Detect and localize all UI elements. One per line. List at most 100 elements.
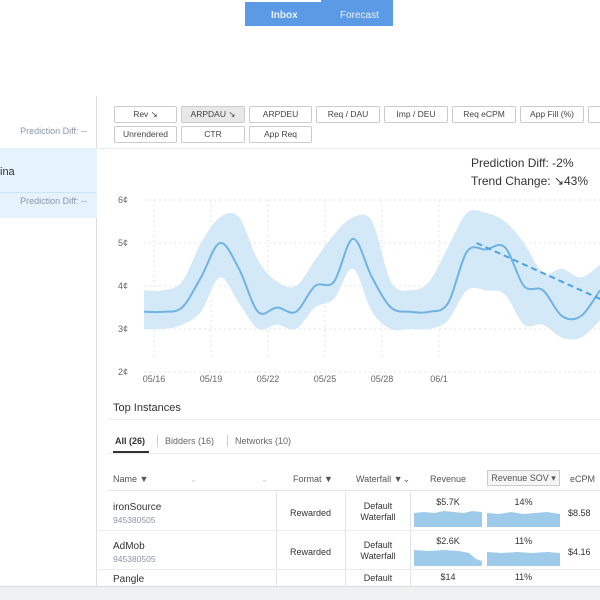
inbox-tab-indicator <box>245 0 321 2</box>
revenue-sparkline <box>414 550 482 566</box>
instance-revenue: $5.7K <box>436 497 460 507</box>
metric-app-fill-button[interactable]: App Fill (%) <box>520 106 584 123</box>
tab-bidders[interactable]: Bidders (16) <box>165 436 215 446</box>
instance-waterfall: Default Waterfall <box>352 501 404 523</box>
instance-id: 945380505 <box>113 554 156 564</box>
x-axis: 05/16 05/19 05/22 05/25 05/28 06/1 <box>143 374 448 384</box>
column-ecpm[interactable]: eCPM <box>570 474 596 484</box>
main-panel: Rev ↘ ARPDAU ↘ ARPDEU Req / DAU Imp / DE… <box>98 96 600 586</box>
prediction-diff-label: Prediction Diff: -- <box>20 126 87 136</box>
column-waterfall[interactable]: Waterfall ▼⌄ <box>356 474 411 484</box>
top-nav: Inbox Forecast <box>245 0 393 26</box>
y-tick-label: 2¢ <box>118 367 128 377</box>
divider <box>276 571 277 586</box>
divider <box>276 532 277 570</box>
metric-ctr-button[interactable]: CTR <box>181 126 245 143</box>
metric-imp-deu-button[interactable]: Imp / DEU <box>384 106 448 123</box>
divider <box>410 571 411 586</box>
selected-app-name: ina <box>0 166 15 178</box>
divider <box>98 148 600 149</box>
metric-more-button[interactable] <box>588 106 600 123</box>
revenue-sov-sparkline <box>487 512 560 527</box>
x-tick-label: 05/28 <box>371 374 394 384</box>
column-format[interactable]: Format ▼ <box>293 474 333 484</box>
divider <box>345 532 346 570</box>
table-row[interactable]: Pangle Default $14 11% <box>98 571 600 586</box>
x-tick-label: 05/16 <box>143 374 166 384</box>
divider <box>227 435 228 447</box>
metric-req-dau-button[interactable]: Req / DAU <box>316 106 380 123</box>
arpdau-chart: 6¢ 5¢ 4¢ 3¢ 2¢ 05/16 05/19 05/22 05/25 05/28 06/1 <box>118 195 600 384</box>
instance-ecpm: $8.58 <box>568 508 591 518</box>
x-tick-label: 06/1 <box>430 374 448 384</box>
tab-inbox[interactable]: Inbox <box>271 10 298 21</box>
x-tick-label: 05/19 <box>200 374 223 384</box>
table-row[interactable]: ironSource 945380505 Rewarded Default Wat… <box>98 493 600 531</box>
y-tick-label: 5¢ <box>118 238 128 248</box>
tab-forecast[interactable]: Forecast <box>340 10 379 21</box>
waterfall-line-1: Default <box>363 540 393 550</box>
prediction-diff-summary: Prediction Diff: -2% <box>471 156 574 170</box>
divider <box>345 493 346 531</box>
divider <box>108 490 600 491</box>
bottom-bar <box>0 586 600 600</box>
instance-revenue-sov: 11% <box>514 572 533 582</box>
column-revenue[interactable]: Revenue <box>430 474 467 484</box>
trend-line <box>476 242 600 300</box>
instance-name: Pangle <box>113 574 145 585</box>
revenue-sov-sparkline <box>487 552 560 566</box>
instance-name: ironSource <box>113 502 162 513</box>
chevron-down-icon[interactable]: ⌄ <box>261 474 269 484</box>
revenue-sparkline <box>414 511 482 527</box>
prediction-diff-label: Prediction Diff: -- <box>20 196 87 206</box>
instance-ecpm: $4.16 <box>568 547 591 557</box>
instance-waterfall: Default Waterfall <box>352 540 404 562</box>
y-tick-label: 4¢ <box>118 281 128 291</box>
instance-waterfall: Default <box>352 573 404 584</box>
top-instances-title: Top Instances <box>113 402 181 414</box>
x-tick-label: 05/25 <box>314 374 337 384</box>
instance-revenue-sov: 14% <box>514 497 533 507</box>
divider <box>108 453 600 454</box>
tab-networks[interactable]: Networks (10) <box>235 436 292 446</box>
instance-revenue: $2.6K <box>436 536 460 546</box>
arpdau-series-line <box>143 237 600 321</box>
tab-all-indicator <box>113 451 149 453</box>
y-tick-label: 3¢ <box>118 324 128 334</box>
instance-id: 945380505 <box>113 515 156 525</box>
chevron-down-icon[interactable]: ⌄ <box>190 474 198 484</box>
divider <box>276 493 277 531</box>
instance-format: Rewarded <box>289 547 332 557</box>
divider <box>345 571 346 586</box>
divider <box>157 435 158 447</box>
instance-name: AdMob <box>113 541 145 552</box>
instance-revenue-sov: 11% <box>514 536 533 546</box>
trend-change-summary: Trend Change: ↘43% <box>471 174 589 188</box>
divider <box>108 419 600 420</box>
metric-unrendered-button[interactable]: Unrendered <box>114 126 177 143</box>
tab-all[interactable]: All (26) <box>115 436 146 446</box>
metric-req-ecpm-button[interactable]: Req eCPM <box>452 106 516 123</box>
instance-format: Rewarded <box>289 508 332 518</box>
y-tick-label: 6¢ <box>118 195 128 205</box>
table-row[interactable]: AdMob 945380505 Rewarded Default Waterfal… <box>98 532 600 570</box>
x-tick-label: 05/22 <box>257 374 280 384</box>
waterfall-line-1: Default <box>363 573 393 583</box>
revenue-sov-dropdown[interactable]: Revenue SOV ▾ <box>487 470 560 486</box>
column-name[interactable]: Name ▼ <box>113 474 149 484</box>
waterfall-line-1: Default <box>363 501 393 511</box>
divider <box>0 192 97 193</box>
divider <box>410 532 411 570</box>
metric-arpdeu-button[interactable]: ARPDEU <box>249 106 312 123</box>
metric-app-req-button[interactable]: App Req <box>249 126 312 143</box>
instance-revenue: $14 <box>440 572 456 582</box>
waterfall-line-2: Waterfall <box>360 551 396 561</box>
waterfall-line-2: Waterfall <box>360 512 396 522</box>
metric-rev-button[interactable]: Rev ↘ <box>114 106 177 123</box>
y-axis: 6¢ 5¢ 4¢ 3¢ 2¢ <box>118 195 128 377</box>
confidence-band <box>144 210 600 340</box>
divider <box>410 493 411 531</box>
metric-arpdau-button[interactable]: ARPDAU ↘ <box>181 106 245 123</box>
app-list-panel: Prediction Diff: -- ina Prediction Diff:… <box>0 96 97 586</box>
selected-app-item[interactable]: ina Prediction Diff: -- <box>0 148 97 218</box>
